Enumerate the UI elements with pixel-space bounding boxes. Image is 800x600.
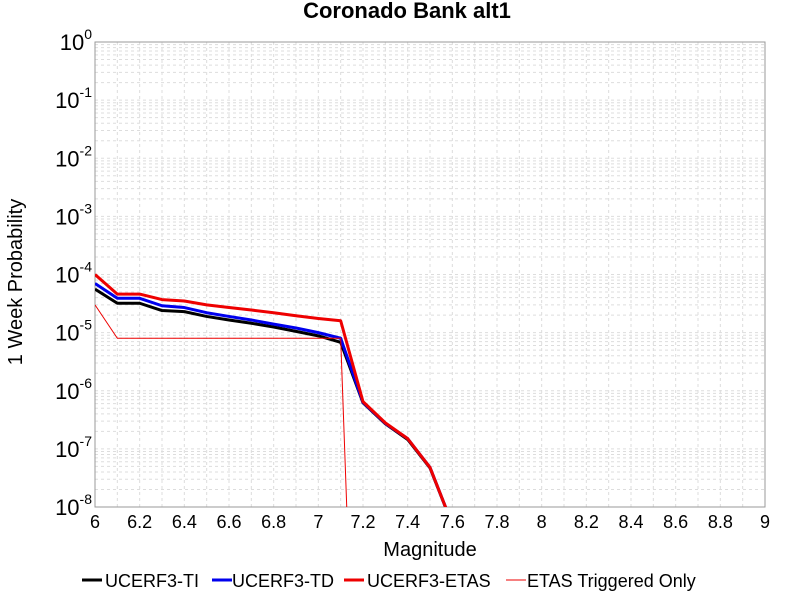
legend-label-ucerf3-ti: UCERF3-TI (105, 571, 199, 591)
x-tick-label: 6.6 (216, 512, 241, 532)
y-tick-label: 10-3 (55, 200, 92, 229)
x-tick-labels: 6 6.2 6.4 6.6 6.8 7 7.2 7.4 7.6 7.8 8 8.2 8.4 8.6 8.8 9 (90, 512, 770, 532)
legend: UCERF3-TI UCERF3-TD UCERF3-ETAS ETAS Trigge… (82, 571, 696, 591)
y-tick-label: 10-5 (55, 317, 92, 346)
series-layer (95, 273, 448, 507)
x-tick-label: 6 (90, 512, 100, 532)
legend-label-etas-triggered-only: ETAS Triggered Only (527, 571, 696, 591)
y-tick-label: 100 (60, 26, 92, 55)
x-tick-label: 6.2 (127, 512, 152, 532)
legend-label-ucerf3-td: UCERF3-TD (232, 571, 334, 591)
y-tick-label: 10-2 (55, 142, 92, 171)
y-axis-label: 1 Week Probability (5, 199, 27, 365)
plot-frame (94, 41, 766, 508)
y-tick-label: 10-7 (55, 433, 92, 462)
legend-label-ucerf3-etas: UCERF3-ETAS (367, 571, 491, 591)
x-tick-label: 8.8 (708, 512, 733, 532)
x-tick-label: 9 (760, 512, 770, 532)
x-tick-label: 6.4 (172, 512, 197, 532)
x-axis-label: Magnitude (383, 539, 476, 561)
chart-title: Coronado Bank alt1 (303, 0, 511, 23)
x-tick-label: 6.8 (261, 512, 286, 532)
x-tick-label: 8.4 (618, 512, 643, 532)
x-tick-label: 7.4 (395, 512, 420, 532)
x-tick-label: 7.8 (484, 512, 509, 532)
y-tick-labels: 10-8 10-7 10-6 10-5 10-4 10-3 10-2 10-1 100 (55, 26, 92, 520)
x-tick-label: 8 (537, 512, 547, 532)
x-tick-label: 8.6 (663, 512, 688, 532)
grid (94, 42, 766, 508)
x-tick-label: 7.6 (440, 512, 465, 532)
x-tick-label: 7 (313, 512, 323, 532)
y-tick-label: 10-4 (55, 259, 92, 288)
y-tick-label: 10-6 (55, 375, 92, 404)
x-tick-label: 7.2 (350, 512, 375, 532)
series-line-etas-triggered-only (95, 304, 348, 507)
x-tick-label: 8.2 (574, 512, 599, 532)
y-tick-label: 10-8 (55, 491, 92, 520)
y-tick-label: 10-1 (55, 84, 92, 113)
series-line-ucerf3-etas (95, 273, 448, 507)
